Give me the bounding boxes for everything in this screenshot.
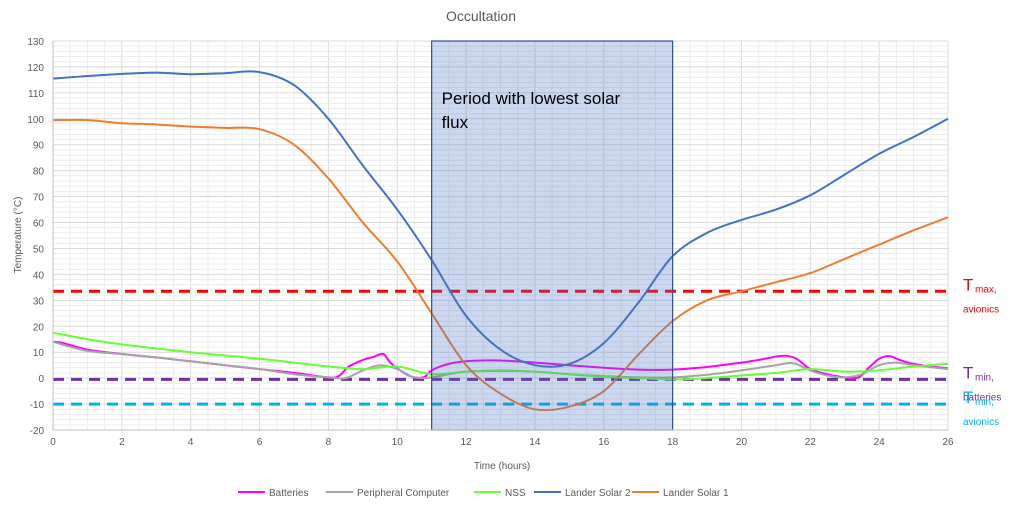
y-tick-label: 40 — [33, 270, 45, 281]
legend-label: Peripheral Computer — [357, 488, 450, 499]
y-tick-label: 120 — [27, 63, 44, 74]
legend-label: Batteries — [269, 488, 308, 499]
legend-label: Lander Solar 1 — [663, 488, 729, 499]
shaded-region — [431, 40, 674, 431]
x-tick-label: 6 — [257, 437, 263, 448]
shaded-region-label: Period with lowest solar flux — [442, 89, 621, 132]
y-tick-label: 10 — [33, 348, 45, 359]
y-tick-label: 20 — [33, 322, 45, 333]
legend: Batteries Peripheral Computer NSS Lander So… — [238, 488, 729, 499]
axes: 0 2 4 6 8 10 12 14 16 18 20 22 24 26-20-1001020304050… — [27, 37, 954, 448]
x-tick-label: 26 — [942, 437, 954, 448]
x-tick-label: 18 — [667, 437, 679, 448]
x-tick-label: 22 — [805, 437, 817, 448]
legend-label: Lander Solar 2 — [565, 488, 631, 499]
y-tick-label: 80 — [33, 167, 45, 178]
x-tick-label: 4 — [188, 437, 194, 448]
threshold-label-symbol: T — [963, 275, 973, 294]
x-tick-label: 24 — [874, 437, 886, 448]
x-tick-label: 10 — [392, 437, 404, 448]
y-tick-label: 60 — [33, 219, 45, 230]
x-tick-label: 12 — [461, 437, 473, 448]
y-tick-label: 130 — [27, 37, 44, 48]
series-lines — [52, 70, 949, 412]
y-tick-label: 50 — [33, 244, 45, 255]
y-tick-label: 110 — [28, 89, 44, 100]
x-tick-label: 2 — [119, 437, 125, 448]
y-axis-label: Temperature (°C) — [13, 197, 24, 274]
x-axis-label: Time (hours) — [474, 461, 530, 472]
threshold-label-subscript: min, — [975, 372, 994, 383]
threshold-label-subscript-line2: batteries — [963, 392, 1001, 403]
threshold-label-subscript: max, — [975, 284, 997, 295]
y-tick-label: 30 — [33, 296, 45, 307]
y-tick-label: 70 — [33, 193, 45, 204]
x-tick-label: 16 — [598, 437, 610, 448]
threshold-label-subscript-line2: avionics — [963, 304, 999, 315]
threshold-label-subscript-line2: avionics — [963, 417, 999, 428]
chart-title: Occultation — [446, 8, 516, 24]
y-tick-label: 90 — [33, 141, 45, 152]
y-tick-label: -20 — [30, 426, 45, 437]
threshold-label-symbol: T — [963, 388, 973, 407]
x-tick-label: 8 — [326, 437, 332, 448]
y-tick-label: 0 — [38, 374, 44, 385]
x-tick-label: 20 — [736, 437, 748, 448]
threshold-label-subscript: min, — [975, 397, 994, 408]
shaded-region-layer: Period with lowest solar flux — [431, 40, 674, 431]
series-line-nss — [52, 331, 949, 381]
legend-label: NSS — [505, 488, 526, 499]
series-line-lander-solar-2 — [52, 70, 949, 368]
x-tick-label: 14 — [529, 437, 541, 448]
threshold-label-symbol: T — [963, 363, 973, 382]
x-tick-label: 0 — [50, 437, 56, 448]
y-tick-label: -10 — [30, 400, 45, 411]
series-line-lander-solar-1 — [52, 118, 949, 412]
y-tick-label: 100 — [27, 115, 44, 126]
